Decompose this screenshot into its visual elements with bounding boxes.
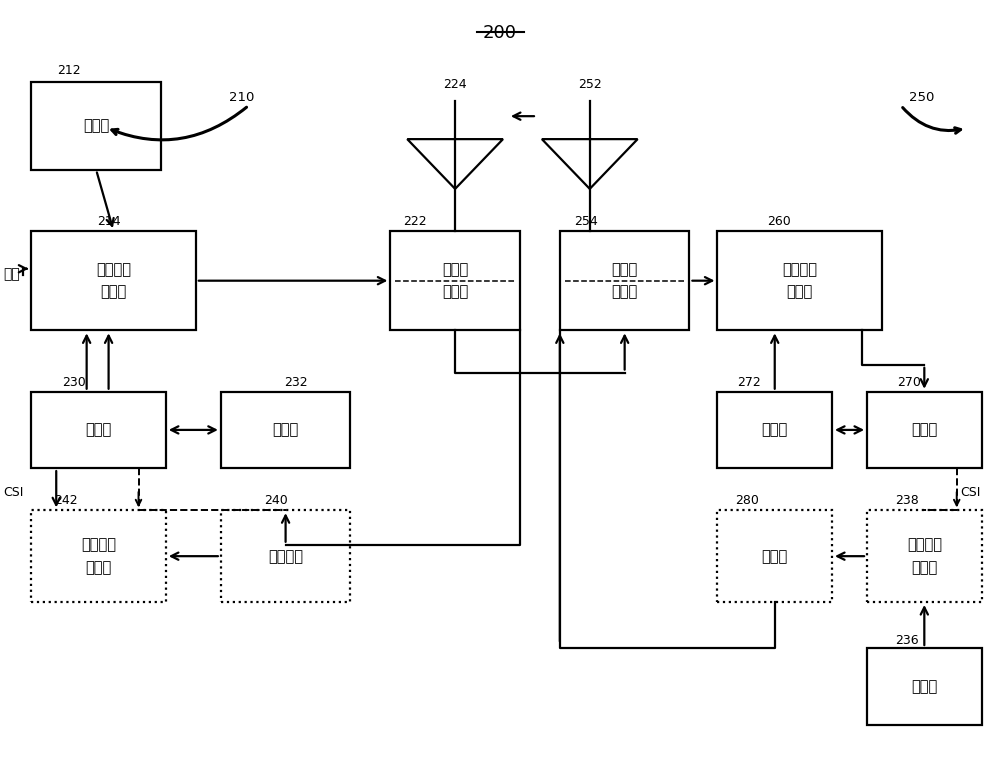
Text: 252: 252 bbox=[578, 78, 602, 91]
Text: 212: 212 bbox=[57, 64, 81, 77]
Bar bbox=[31, 231, 196, 330]
Text: 232: 232 bbox=[284, 376, 307, 389]
Bar bbox=[717, 392, 832, 468]
Text: 236: 236 bbox=[895, 634, 919, 647]
Text: 214: 214 bbox=[97, 214, 121, 227]
Text: 280: 280 bbox=[735, 494, 759, 507]
Text: 接收数据
处理器: 接收数据 处理器 bbox=[782, 262, 817, 300]
Text: 224: 224 bbox=[443, 78, 467, 91]
Text: 270: 270 bbox=[897, 376, 921, 389]
Bar bbox=[31, 510, 166, 602]
Text: 272: 272 bbox=[737, 376, 761, 389]
Text: 数据源: 数据源 bbox=[83, 118, 109, 133]
Text: 解调制器: 解调制器 bbox=[268, 548, 303, 564]
Text: 调制器: 调制器 bbox=[762, 548, 788, 564]
Text: 260: 260 bbox=[767, 214, 791, 227]
Text: 导频: 导频 bbox=[3, 267, 20, 282]
Text: 处理器: 处理器 bbox=[911, 422, 937, 438]
Text: 发射数据
处理器: 发射数据 处理器 bbox=[907, 538, 942, 574]
Text: 222: 222 bbox=[403, 214, 427, 227]
Text: 接收数据
处理器: 接收数据 处理器 bbox=[81, 538, 116, 574]
Text: 254: 254 bbox=[574, 214, 598, 227]
Text: 发射器
接收器: 发射器 接收器 bbox=[442, 262, 468, 300]
Bar bbox=[390, 231, 520, 330]
Bar bbox=[31, 392, 166, 468]
Text: 250: 250 bbox=[909, 91, 934, 104]
Bar bbox=[31, 81, 161, 170]
Text: 238: 238 bbox=[895, 494, 919, 507]
Bar bbox=[221, 510, 350, 602]
Text: 存储器: 存储器 bbox=[762, 422, 788, 438]
Text: 230: 230 bbox=[62, 376, 86, 389]
Bar bbox=[867, 648, 982, 724]
Text: 240: 240 bbox=[264, 494, 288, 507]
Text: 242: 242 bbox=[54, 494, 78, 507]
Bar bbox=[717, 510, 832, 602]
Text: CSI: CSI bbox=[960, 486, 981, 499]
Bar bbox=[560, 231, 689, 330]
Text: 存储器: 存储器 bbox=[272, 422, 299, 438]
Bar bbox=[867, 510, 982, 602]
Text: 210: 210 bbox=[229, 91, 254, 104]
Text: 处理器: 处理器 bbox=[85, 422, 112, 438]
Text: 数据源: 数据源 bbox=[911, 679, 937, 694]
Bar bbox=[221, 392, 350, 468]
Bar bbox=[717, 231, 882, 330]
Text: 发射数据
处理器: 发射数据 处理器 bbox=[96, 262, 131, 300]
Text: 接收器
发射器: 接收器 发射器 bbox=[612, 262, 638, 300]
Bar bbox=[867, 392, 982, 468]
Text: CSI: CSI bbox=[3, 486, 24, 499]
Text: 200: 200 bbox=[483, 25, 517, 42]
